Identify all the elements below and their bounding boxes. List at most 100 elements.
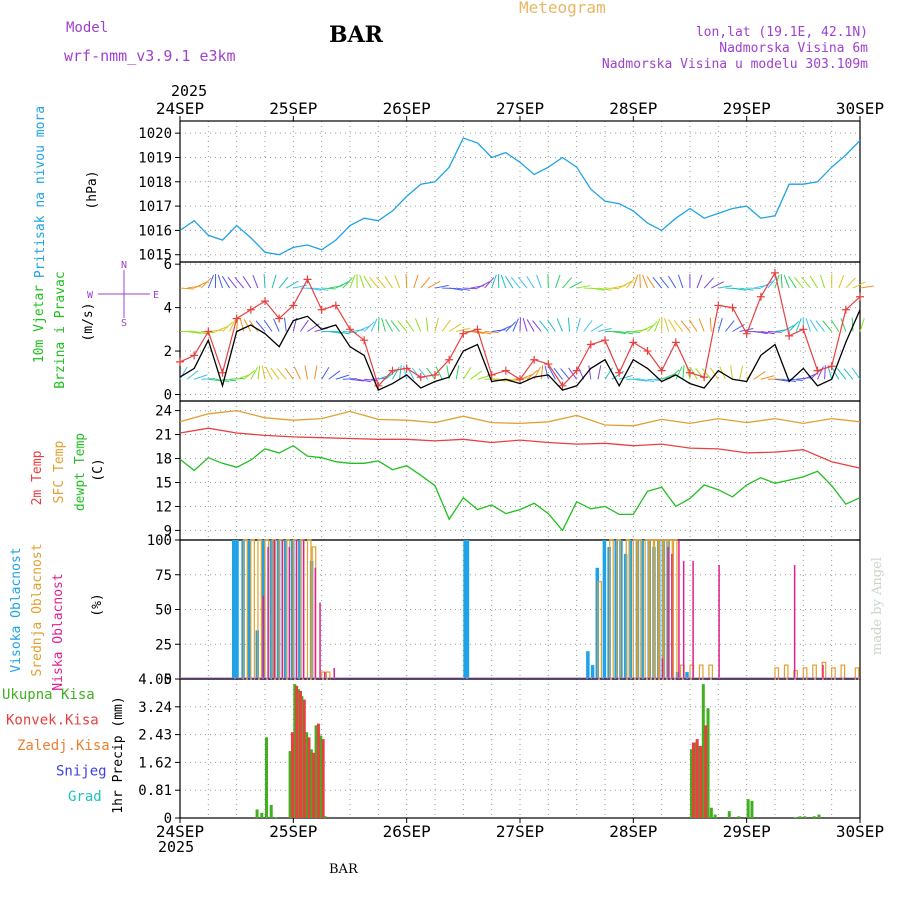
wind-arrow: [359, 274, 365, 289]
wind-arrow: [824, 365, 826, 380]
wind-gust-marker: [346, 325, 354, 334]
precip-bar-convective: [312, 752, 316, 818]
wind-arrow: [314, 365, 318, 380]
temp-title: 2m Temp: [30, 450, 45, 505]
compass-n: N: [121, 260, 127, 271]
wind-arrow: [526, 275, 535, 289]
wind-arrow: [661, 373, 675, 380]
cloud-bar-high: [656, 540, 661, 679]
y-tick-label: 12: [155, 499, 172, 515]
precip-legend-item: Zaledj.Kisa: [17, 738, 110, 754]
wind-arrow: [261, 365, 266, 380]
wind-arrow: [427, 280, 441, 289]
wind-gust-marker: [785, 331, 794, 340]
precip-bar-convective: [299, 691, 302, 818]
cloud-bar-mid: [672, 539, 678, 680]
x-tick-label-bottom: 26SEP: [383, 822, 431, 841]
wind-arrow: [342, 277, 353, 289]
cloud-bar-high: [607, 546, 611, 679]
wind-arrow: [363, 275, 372, 289]
cloud-bar-mid: [637, 539, 643, 680]
cloud-bar-high: [661, 540, 666, 679]
wind-arrow: [381, 317, 386, 332]
year-bottom: 2025: [158, 838, 195, 856]
wind-arrow: [243, 319, 252, 332]
wind-arrow: [597, 365, 602, 380]
precip-bar-total: [750, 800, 754, 818]
cloud-bar-mid: [306, 539, 312, 680]
wind-arrow: [612, 331, 627, 335]
y-tick-label: 0: [164, 811, 172, 827]
wind-arrow: [270, 367, 280, 380]
wind-arrow: [285, 280, 299, 289]
wind-arrow: [369, 276, 379, 289]
wind-arrow: [659, 276, 670, 289]
wind-arrow: [390, 320, 400, 332]
precip-bar-total: [713, 814, 717, 818]
wind-arrow: [300, 319, 309, 332]
wind-arrow: [377, 317, 380, 332]
cloud-bar-high: [635, 540, 640, 679]
wind-arrow: [739, 365, 744, 380]
wind-gust-marker: [686, 368, 694, 377]
wind-arrow: [652, 276, 663, 289]
wind-arrow: [179, 366, 188, 380]
wind-arrow: [257, 365, 261, 380]
wind-arrow: [696, 274, 703, 289]
wind-arrow: [215, 378, 230, 383]
wind-arrow: [328, 370, 341, 380]
wind-arrow: [307, 287, 322, 291]
wind-gust-marker: [246, 305, 255, 314]
wind-arrow: [314, 287, 329, 291]
precip-bar-total: [269, 804, 273, 818]
precip-bar-total: [737, 816, 741, 818]
wind-arrow: [703, 277, 714, 289]
precip-bar-total: [297, 689, 301, 818]
precip-bar-total: [309, 749, 313, 818]
y-tick-label: 100: [147, 533, 172, 549]
y-tick-label: 1020: [138, 126, 172, 142]
wind-arrow: [370, 318, 378, 332]
wind-gust-marker: [827, 362, 836, 371]
wind-arrow: [179, 287, 195, 290]
cloud-bar-low: [314, 567, 317, 679]
cloud-bar-low: [692, 560, 694, 679]
wind-arrow: [859, 285, 874, 289]
wind-arrow: [840, 318, 847, 332]
coords-label: lon,lat (19.1E, 42.1N): [695, 25, 868, 40]
x-tick-label-bottom: 27SEP: [496, 822, 544, 841]
cloud-bar-high: [269, 540, 274, 679]
y-tick-label: 1018: [138, 175, 172, 191]
y-tick-label: 2: [164, 344, 172, 360]
wind-arrow: [680, 320, 691, 332]
precip-bar-total: [798, 816, 802, 818]
cloud-bar-high: [276, 540, 281, 679]
dewpt-line: [179, 444, 861, 532]
wind-arrow: [265, 366, 273, 380]
wind-arrow: [470, 370, 483, 380]
wind-arrow: [698, 318, 705, 332]
wind-gust-marker: [331, 301, 340, 310]
y-tick-label: 1019: [138, 150, 172, 166]
wind-arrow: [668, 275, 677, 289]
cloud-bar-high: [602, 540, 607, 679]
wind-gust-marker: [402, 364, 411, 373]
cloud-bar-low: [273, 540, 275, 679]
cloud-bar-mid: [649, 539, 654, 680]
wind-arrow: [477, 331, 492, 335]
precip-bar-total: [293, 684, 297, 818]
cloud-bar-high: [247, 540, 252, 679]
wind-arrow: [845, 277, 856, 289]
wind-arrow: [836, 367, 847, 380]
wind-gust-marker: [856, 292, 864, 301]
cloud-bar-mid: [257, 539, 263, 680]
precip-bar-convective: [691, 742, 695, 818]
wind-gust-marker: [516, 375, 524, 384]
cloud-bar-high: [685, 672, 689, 679]
wind-gust-marker: [714, 301, 723, 310]
temp-subtitle2: dewpt Temp: [73, 433, 88, 511]
x-tick-label-top: 29SEP: [723, 99, 771, 118]
wind-gust-marker: [813, 366, 822, 375]
wind-arrow: [701, 368, 712, 380]
